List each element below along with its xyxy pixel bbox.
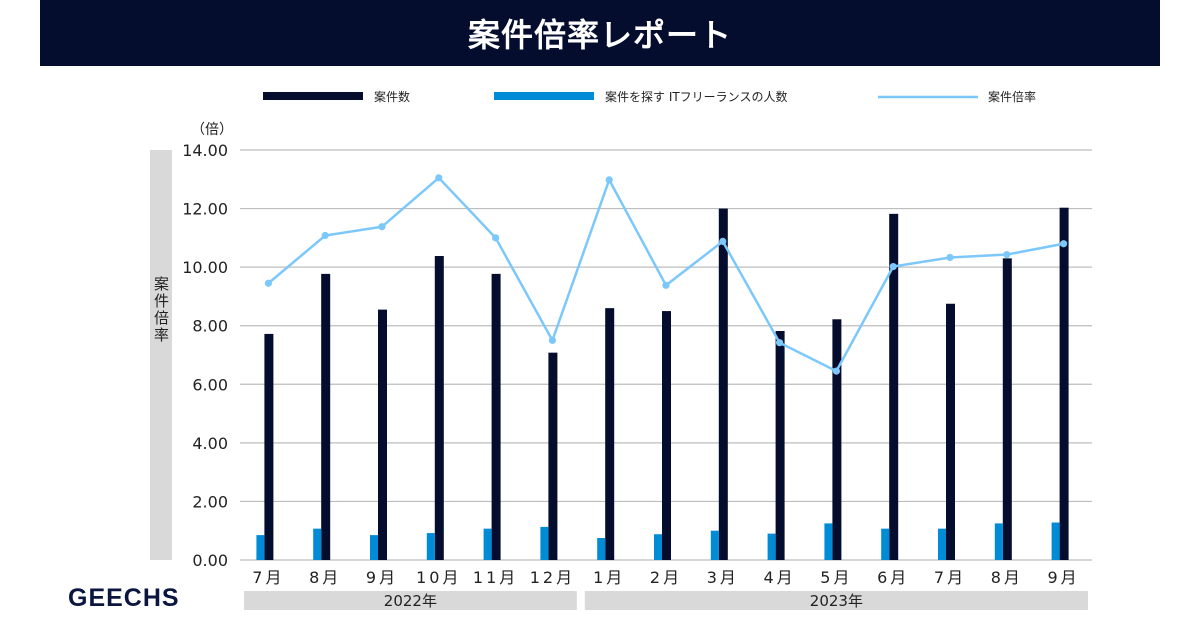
y-tick-label: 12.00 xyxy=(182,200,228,219)
y-tick-label: 4.00 xyxy=(192,434,228,453)
x-tick-label: 3月 xyxy=(707,568,739,587)
year-label: 2022年 xyxy=(384,592,437,610)
bar-jobs xyxy=(605,308,615,560)
bar-freelancers xyxy=(824,523,833,560)
y-tick-label: 0.00 xyxy=(192,551,228,570)
ratio-point xyxy=(378,223,386,231)
bar-freelancers xyxy=(597,538,606,560)
ratio-point xyxy=(264,279,272,287)
bar-freelancers xyxy=(1051,522,1060,560)
bar-freelancers xyxy=(881,528,890,560)
x-tick-label: 9月 xyxy=(366,568,398,587)
bar-jobs xyxy=(321,273,331,560)
year-band xyxy=(244,591,577,610)
ratio-point xyxy=(946,253,954,262)
report-header: 案件倍率レポート xyxy=(40,0,1160,66)
y-axis-label-band xyxy=(150,150,172,560)
y-tick-label: 6.00 xyxy=(192,375,228,394)
bar-freelancers xyxy=(313,528,322,560)
year-label: 2023年 xyxy=(810,592,863,610)
bar-jobs xyxy=(718,208,728,561)
bar-freelancers xyxy=(426,533,435,560)
ratio-point xyxy=(1003,250,1011,259)
legend-swatch-freelancers xyxy=(494,92,594,100)
year-band xyxy=(584,591,1088,610)
y-axis-label: 案件倍率 xyxy=(152,275,170,344)
bar-freelancers xyxy=(710,530,719,560)
bar-jobs xyxy=(889,213,899,561)
bar-jobs xyxy=(264,333,274,560)
bar-freelancers xyxy=(994,523,1003,560)
bar-jobs xyxy=(491,273,501,560)
ratio-point xyxy=(321,231,329,240)
bar-jobs xyxy=(775,330,785,560)
bar-jobs xyxy=(378,309,387,560)
ratio-point xyxy=(1060,240,1068,248)
ratio-point xyxy=(492,234,500,242)
y-tick-label: 14.00 xyxy=(182,141,228,160)
x-tick-label: 4月 xyxy=(764,568,796,587)
x-tick-label: 12月 xyxy=(530,568,575,587)
ratio-point xyxy=(776,339,784,347)
y-tick-label: 2.00 xyxy=(192,492,228,511)
x-tick-label: 8月 xyxy=(991,568,1023,587)
x-tick-label: 2月 xyxy=(650,568,682,587)
ratio-point xyxy=(662,281,670,289)
bar-freelancers xyxy=(483,528,492,560)
bar-jobs xyxy=(1002,258,1012,560)
legend-swatch-jobs xyxy=(263,92,363,100)
x-tick-label: 9月 xyxy=(1048,568,1080,587)
bar-freelancers xyxy=(767,533,776,560)
x-tick-label: 5月 xyxy=(820,568,852,587)
bar-jobs xyxy=(548,352,558,560)
ratio-point xyxy=(605,176,613,184)
x-tick-label: 8月 xyxy=(309,568,341,587)
bar-freelancers xyxy=(938,528,946,560)
ratio-point xyxy=(435,174,443,182)
bar-freelancers xyxy=(256,535,265,560)
ratio-point xyxy=(719,237,727,245)
legend-label-ratio: 案件倍率 xyxy=(988,89,1036,104)
legend-label-freelancers: 案件を探す ITフリーランスの人数 xyxy=(605,89,787,104)
x-tick-label: 11月 xyxy=(473,568,518,587)
y-tick-label: 10.00 xyxy=(182,258,228,277)
bar-jobs xyxy=(946,303,955,560)
x-tick-label: 7月 xyxy=(252,568,284,587)
legend-label-jobs: 案件数 xyxy=(374,89,410,104)
geechs-logo: GEECHS xyxy=(68,584,180,612)
bar-freelancers xyxy=(370,535,378,560)
bar-jobs xyxy=(832,319,842,560)
bar-jobs xyxy=(1059,207,1069,560)
bar-freelancers xyxy=(540,526,549,560)
x-tick-label: 6月 xyxy=(877,568,909,587)
page-title: 案件倍率レポート xyxy=(467,16,732,54)
y-tick-label: 8.00 xyxy=(192,317,228,336)
x-tick-label: 1月 xyxy=(593,568,625,587)
ratio-point xyxy=(548,336,557,344)
x-tick-label: 7月 xyxy=(934,568,966,587)
bar-freelancers xyxy=(654,534,662,560)
x-tick-label: 10月 xyxy=(416,568,461,587)
bar-jobs xyxy=(662,311,671,560)
ratio-point xyxy=(889,262,897,271)
y-axis-unit: （倍） xyxy=(191,122,233,138)
ratio-point xyxy=(832,367,841,375)
bar-jobs xyxy=(434,256,444,560)
